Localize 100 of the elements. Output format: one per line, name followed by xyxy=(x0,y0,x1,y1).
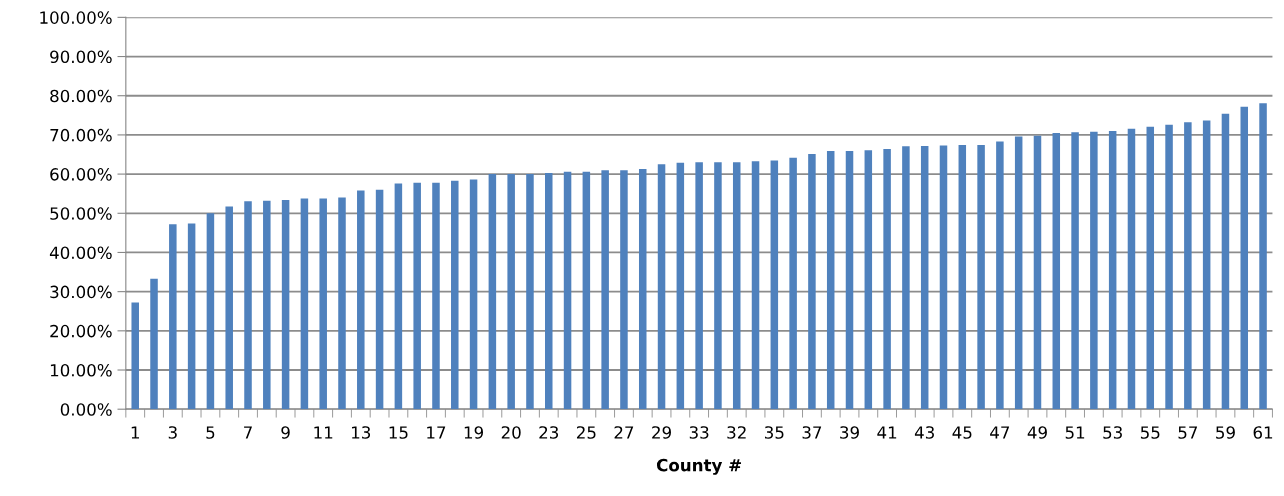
bar xyxy=(789,157,797,410)
bar xyxy=(864,150,873,410)
bar xyxy=(451,180,459,410)
bar xyxy=(263,200,271,410)
x-tick-label: 27 xyxy=(614,426,634,439)
y-tick-label: 30.00% xyxy=(50,285,112,299)
bar xyxy=(394,183,403,410)
bar xyxy=(939,145,948,410)
x-tick-label: 41 xyxy=(877,426,897,439)
x-tick-label: 51 xyxy=(1065,426,1085,439)
bar xyxy=(695,162,703,410)
bar xyxy=(375,189,384,410)
bar xyxy=(1090,131,1098,410)
bar xyxy=(808,154,816,410)
x-axis-title: County # xyxy=(656,458,742,475)
x-tick-label: 43 xyxy=(914,426,934,439)
x-tick-label: 55 xyxy=(1140,426,1160,439)
bar xyxy=(751,161,760,410)
bar xyxy=(1127,128,1136,410)
y-tick-label: 50.00% xyxy=(50,207,112,220)
bar xyxy=(883,149,891,410)
y-tick-label: 0.00% xyxy=(60,403,112,416)
x-tick-label: 37 xyxy=(802,426,822,439)
bar xyxy=(1221,113,1230,410)
bar xyxy=(826,150,835,410)
bar xyxy=(244,201,252,410)
bar xyxy=(225,206,233,410)
bar xyxy=(469,179,478,410)
x-tick-label: 23 xyxy=(539,426,559,439)
x-tick-label: 19 xyxy=(464,426,484,439)
bar xyxy=(526,174,534,410)
bar xyxy=(958,145,967,410)
y-tick-label: 10.00% xyxy=(50,363,112,377)
y-tick-label: 90.00% xyxy=(50,50,112,64)
x-tick-label: 5 xyxy=(206,426,215,439)
bar xyxy=(1202,120,1211,410)
x-tick-label: 20 xyxy=(501,426,521,439)
bar xyxy=(582,171,591,410)
bar xyxy=(563,171,572,410)
x-tick-label: 3 xyxy=(168,426,177,439)
x-tick-label: 57 xyxy=(1178,426,1198,439)
bar xyxy=(920,145,929,410)
x-tick-label: 29 xyxy=(652,426,671,439)
bar xyxy=(657,164,666,410)
x-tick-label: 49 xyxy=(1027,426,1047,439)
bar xyxy=(432,182,440,410)
bar xyxy=(638,169,647,410)
bar xyxy=(545,172,553,410)
x-tick-label: 59 xyxy=(1216,426,1235,439)
bar xyxy=(131,302,139,410)
bar xyxy=(977,145,985,410)
y-tick-label: 80.00% xyxy=(50,89,112,103)
bar xyxy=(1033,135,1042,410)
y-tick-label: 20.00% xyxy=(50,324,112,338)
x-tick-label: 32 xyxy=(727,426,746,439)
x-tick-label: 11 xyxy=(314,426,333,439)
bar xyxy=(300,198,309,410)
x-tick-label: 9 xyxy=(281,426,290,439)
bar xyxy=(319,198,327,410)
bar xyxy=(845,150,854,410)
x-tick-label: 33 xyxy=(689,426,709,439)
bar xyxy=(770,160,779,410)
x-tick-label: 25 xyxy=(576,426,596,439)
y-tick-label: 60.00% xyxy=(50,168,112,181)
bar xyxy=(187,223,196,410)
y-tick-label: 40.00% xyxy=(49,246,112,260)
bar xyxy=(902,146,910,410)
y-tick-label: 100.00% xyxy=(40,11,112,24)
bar xyxy=(488,174,497,410)
x-tick-label: 15 xyxy=(389,426,408,439)
bar xyxy=(714,162,722,410)
y-tick-label: 70.00% xyxy=(50,128,112,142)
bar xyxy=(413,182,421,410)
bar xyxy=(1108,130,1117,410)
bar xyxy=(1240,106,1249,410)
bar xyxy=(206,213,215,410)
bar xyxy=(620,170,628,410)
bar xyxy=(1259,103,1267,410)
x-tick-label: 13 xyxy=(352,426,371,439)
x-tick-label: 45 xyxy=(952,426,972,439)
bar xyxy=(281,199,290,410)
x-tick-label: 35 xyxy=(764,426,784,439)
bar xyxy=(1165,124,1173,410)
bar xyxy=(507,174,515,410)
bar xyxy=(601,170,609,410)
bar xyxy=(1071,132,1079,410)
bar xyxy=(1052,132,1061,410)
bar xyxy=(357,190,365,410)
x-tick-label: 39 xyxy=(840,426,859,439)
bar xyxy=(1014,136,1023,410)
x-tick-label: 17 xyxy=(427,426,446,439)
bar xyxy=(732,162,741,410)
bar xyxy=(338,197,346,410)
bar xyxy=(169,224,177,410)
x-tick-label: 47 xyxy=(990,426,1010,439)
x-tick-label: 61 xyxy=(1253,426,1273,439)
x-tick-label: 7 xyxy=(244,426,252,439)
bar xyxy=(996,141,1004,410)
bar xyxy=(676,162,685,410)
bar xyxy=(1184,122,1192,410)
